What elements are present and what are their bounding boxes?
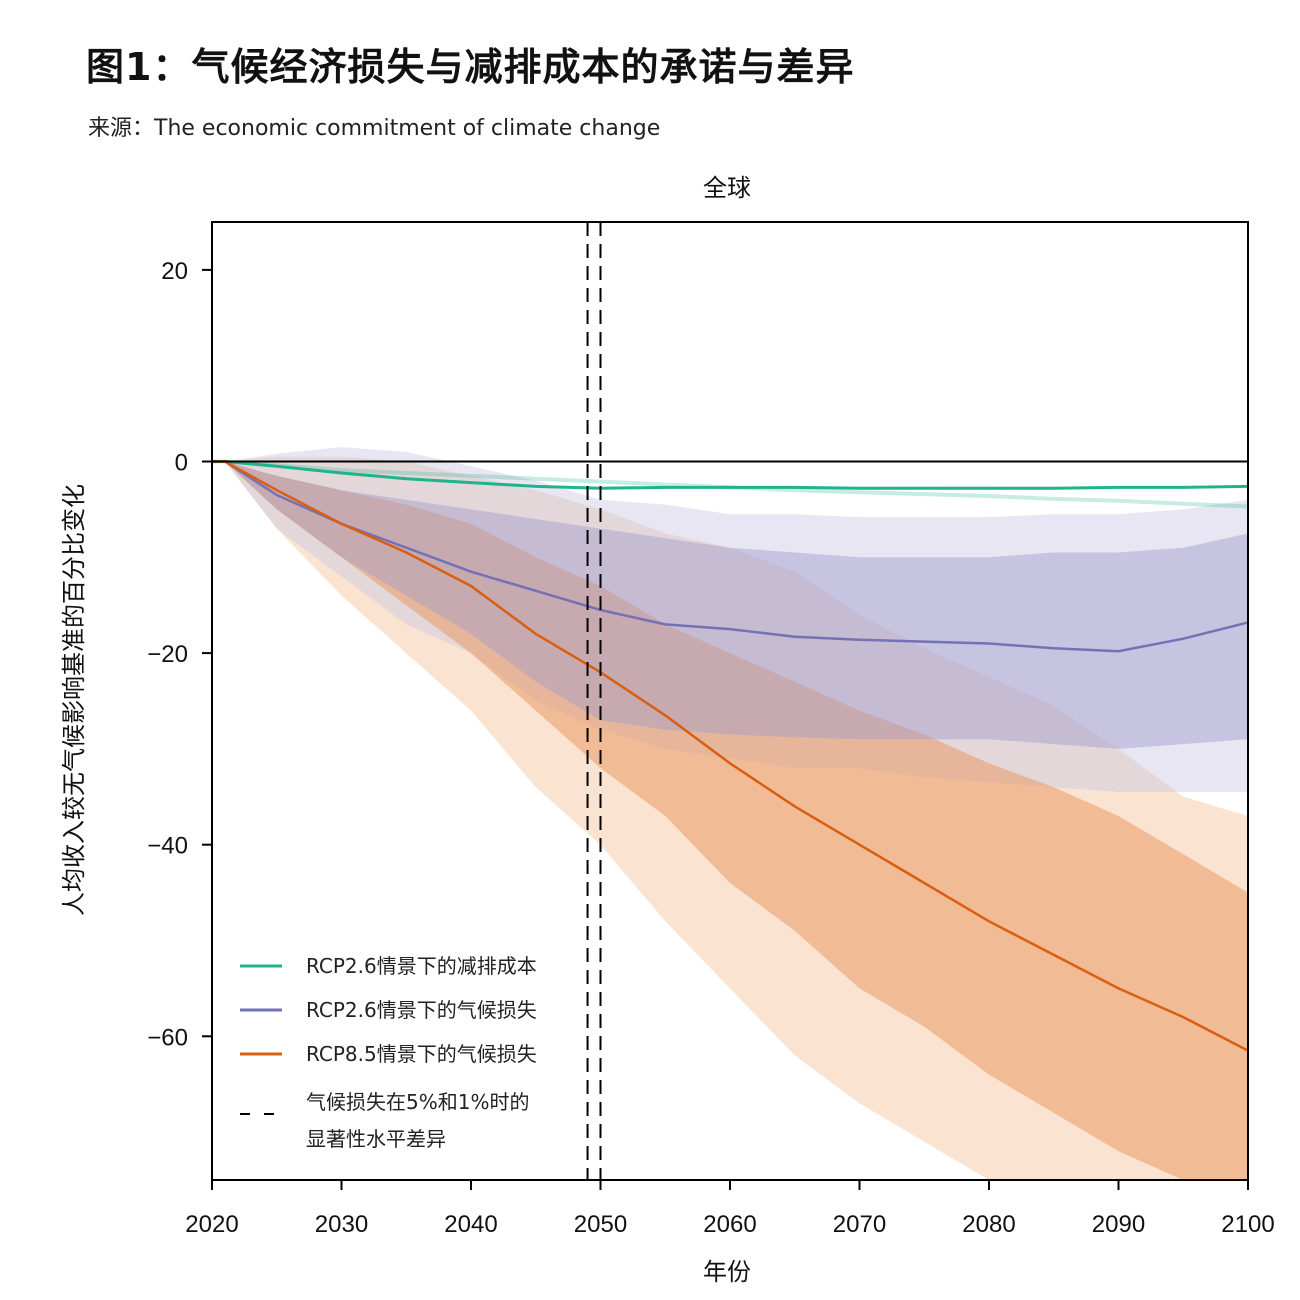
rcp85-damage-line (212, 460, 1248, 1052)
x-tick-label: 2030 (315, 1211, 368, 1238)
x-tick-label: 2100 (1221, 1211, 1274, 1238)
legend-rcp26-cost-label: RCP2.6情景下的减排成本 (306, 954, 537, 978)
x-tick-label: 2050 (574, 1211, 627, 1238)
y-tick-label: −60 (147, 1024, 188, 1051)
legend: RCP2.6情景下的减排成本 RCP2.6情景下的气候损失 RCP8.5情景下的气候… (240, 954, 537, 1151)
figure-source: 来源：The economic commitment of climate ch… (88, 116, 661, 141)
x-tick-label: 2090 (1092, 1211, 1145, 1238)
y-tick-label: −40 (147, 833, 188, 860)
y-tick-label: −20 (147, 641, 188, 668)
panel-title: 全球 (703, 174, 751, 202)
rcp26-inner-band (212, 461, 1248, 749)
series-lines (212, 459, 1248, 1052)
legend-rcp85-damage-label: RCP8.5情景下的气候损失 (306, 1042, 537, 1066)
x-tick-label: 2080 (962, 1211, 1015, 1238)
x-axis-title: 年份 (703, 1258, 751, 1286)
x-tick-label: 2040 (444, 1211, 497, 1238)
rcp85-inner-band (212, 461, 1248, 1180)
legend-significance-label-line1: 气候损失在5%和1%时的 (306, 1090, 529, 1114)
y-tick-label: 20 (161, 258, 188, 285)
y-tick-label: 0 (175, 450, 188, 477)
legend-significance-label-line2: 显著性水平差异 (306, 1127, 446, 1151)
axes: 2020 2030 2040 2050 2060 2070 2080 2090 2100 20 0 −… (147, 221, 1275, 1238)
legend-rcp26-damage-label: RCP2.6情景下的气候损失 (306, 998, 537, 1022)
rcp26-cost-line (212, 460, 1248, 490)
x-tick-label: 2060 (703, 1211, 756, 1238)
reference-lines (212, 222, 1248, 1180)
x-tick-label: 2020 (185, 1211, 238, 1238)
figure-title: 图1：气候经济损失与减排成本的承诺与差异 (86, 45, 855, 89)
y-axis-title: 人均收入较无气候影响基准的百分比变化 (60, 484, 88, 916)
uncertainty-bands (212, 447, 1248, 1180)
x-tick-label: 2070 (833, 1211, 886, 1238)
